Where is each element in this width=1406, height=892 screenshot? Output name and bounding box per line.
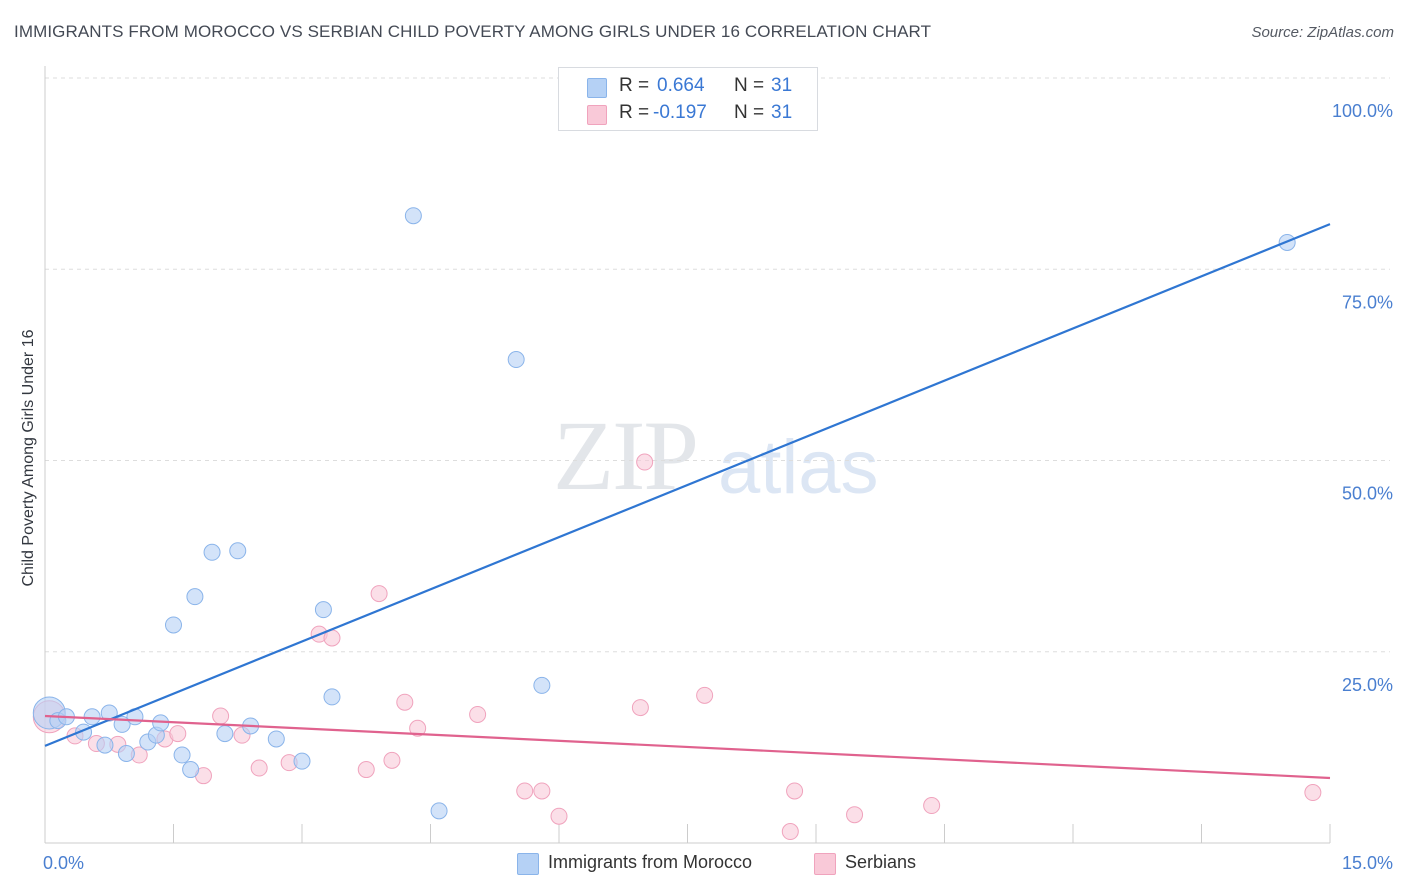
point-serbian <box>631 699 649 717</box>
point-serbian <box>636 453 654 471</box>
point-morocco <box>173 746 191 764</box>
legend-n-label: N = <box>734 102 765 123</box>
point-serbian <box>357 761 375 779</box>
y-tick-label: 75.0% <box>1342 292 1393 312</box>
bottom-legend-swatch-morocco <box>517 853 539 875</box>
point-morocco <box>314 601 332 619</box>
point-morocco <box>165 616 182 634</box>
data-points <box>32 207 1322 841</box>
trend-line-serbian <box>44 714 1331 780</box>
point-serbian <box>370 585 388 603</box>
trend-lines <box>44 223 1331 780</box>
y-tick-labels: 25.0% 50.0% 75.0% 100.0% <box>1332 101 1393 695</box>
point-morocco <box>404 207 422 225</box>
point-morocco <box>96 736 114 754</box>
point-morocco <box>229 542 247 560</box>
legend-n-label: N = <box>734 75 765 96</box>
point-serbian <box>1304 784 1322 802</box>
legend-swatch-morocco <box>587 78 607 98</box>
point-morocco <box>83 708 101 726</box>
point-morocco <box>117 744 135 762</box>
bottom-legend-swatch-serbians <box>814 853 836 875</box>
chart-title: IMMIGRANTS FROM MOROCCO VS SERBIAN CHILD… <box>14 22 932 41</box>
point-serbian <box>409 719 427 737</box>
point-serbian <box>212 707 230 725</box>
point-serbian <box>533 782 551 800</box>
point-morocco <box>182 761 200 779</box>
point-serbian <box>846 806 864 824</box>
point-morocco <box>533 676 551 694</box>
legend-r-value-morocco: 0.664 <box>657 75 705 96</box>
watermark-zip: ZIP <box>553 400 699 511</box>
point-morocco <box>203 543 221 561</box>
point-serbian <box>469 705 487 723</box>
point-serbian <box>696 686 714 704</box>
trend-line-morocco <box>44 223 1331 747</box>
legend-r-label: R = <box>619 102 650 123</box>
point-morocco <box>216 725 234 743</box>
point-serbian <box>781 823 799 841</box>
x-tick-label: 0.0% <box>43 853 84 873</box>
grid-lines <box>45 77 1390 653</box>
point-serbian <box>250 759 268 777</box>
point-serbian <box>923 797 941 815</box>
point-morocco <box>293 752 311 770</box>
source-label: Source: ZipAtlas.com <box>1251 24 1394 41</box>
point-morocco <box>430 802 448 820</box>
y-tick-label: 25.0% <box>1342 675 1393 695</box>
bottom-legend-label-morocco: Immigrants from Morocco <box>548 852 753 872</box>
bottom-legend-label-serbians: Serbians <box>845 852 917 872</box>
point-serbian <box>786 782 804 800</box>
axes <box>44 66 1331 844</box>
legend-n-value-serbians: 31 <box>771 102 793 123</box>
point-morocco <box>186 588 204 606</box>
legend-r-value-serbians: -0.197 <box>653 102 707 123</box>
point-morocco <box>267 730 285 748</box>
point-serbian <box>396 693 414 711</box>
point-serbian <box>169 725 187 743</box>
point-serbian <box>550 807 568 825</box>
point-morocco <box>507 351 525 369</box>
y-tick-label: 50.0% <box>1342 484 1393 504</box>
y-axis-label: Child Poverty Among Girls Under 16 <box>20 329 37 586</box>
y-tick-label: 100.0% <box>1332 101 1393 121</box>
legend-swatch-serbians <box>587 105 607 125</box>
point-morocco <box>323 688 341 706</box>
x-tick-labels: 0.0% 15.0% <box>43 853 1393 873</box>
legend-r-label: R = <box>619 75 650 96</box>
point-serbian <box>516 782 534 800</box>
point-serbian <box>383 751 401 769</box>
correlation-legend: R = 0.664 N = 31 R = -0.197 N = 31 <box>558 67 818 131</box>
x-tick-label: 15.0% <box>1342 853 1393 873</box>
legend-n-value-morocco: 31 <box>771 75 793 96</box>
